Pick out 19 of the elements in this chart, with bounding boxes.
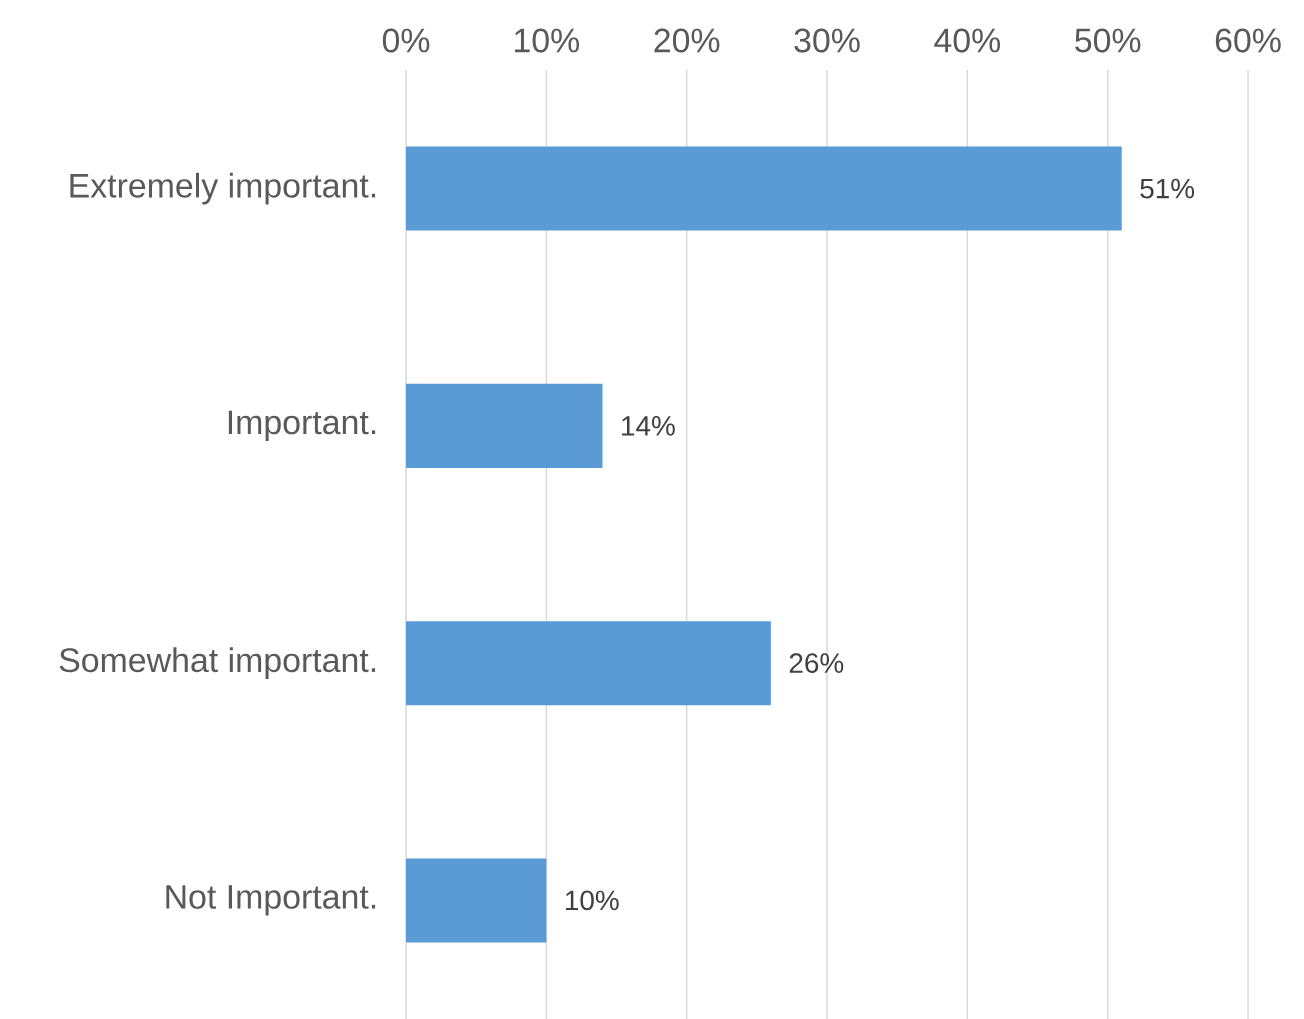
y-tick-label: Important. xyxy=(228,410,376,442)
data-label: 51% xyxy=(1140,178,1195,199)
x-tick-label: 40% xyxy=(934,28,1001,53)
y-tick-label: Not Important. xyxy=(166,885,376,916)
y-tick-label: Somewhat important. xyxy=(59,647,376,679)
x-tick-label: 20% xyxy=(654,28,720,53)
data-label: 14% xyxy=(622,416,675,436)
data-label: 26% xyxy=(789,653,844,673)
y-tick-label: Extremely important. xyxy=(70,172,376,205)
x-tick-label: 0% xyxy=(382,28,430,53)
bar xyxy=(406,621,771,706)
data-label: 10% xyxy=(565,890,619,911)
x-tick-label: 10% xyxy=(515,28,580,53)
bar xyxy=(406,383,603,468)
x-tick-label: 30% xyxy=(794,28,860,53)
x-tick-label: 50% xyxy=(1075,28,1141,53)
x-tick-label: 60% xyxy=(1215,28,1281,53)
bar xyxy=(406,146,1122,231)
bar xyxy=(406,858,547,943)
